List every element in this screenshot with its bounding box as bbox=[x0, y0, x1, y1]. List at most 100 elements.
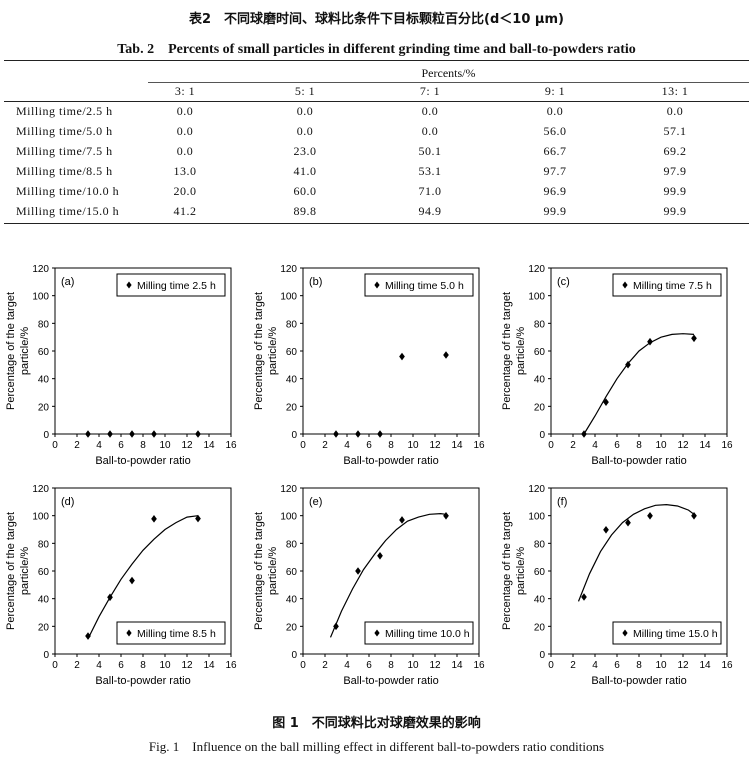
data-point bbox=[355, 430, 361, 438]
x-tick-label: 16 bbox=[225, 440, 237, 451]
x-tick-label: 10 bbox=[407, 660, 419, 671]
table-cell: 66.7 bbox=[543, 144, 567, 158]
x-tick-label: 14 bbox=[451, 660, 463, 671]
table-group-header: Percents/% bbox=[421, 66, 476, 80]
x-tick-label: 12 bbox=[677, 660, 689, 671]
table-mid-rule bbox=[4, 101, 749, 102]
x-tick-label: 12 bbox=[181, 660, 193, 671]
table-column-header: 13: 1 bbox=[661, 84, 689, 98]
y-tick-label: 0 bbox=[43, 650, 49, 661]
chart-panel: 0 20 40 60 80 100 120 0 2 4 6 8 10 12 14 16 Ball-to-powd… bbox=[253, 264, 485, 467]
y-tick-label: 80 bbox=[286, 319, 298, 330]
y-tick-label: 20 bbox=[286, 622, 298, 633]
table-cell: 0.0 bbox=[666, 104, 684, 118]
x-tick-label: 10 bbox=[407, 440, 419, 451]
y-axis-label-line2: particle/% bbox=[19, 327, 31, 376]
figure-caption-en: Fig. 1 Influence on the ball milling eff… bbox=[148, 739, 605, 754]
x-tick-label: 6 bbox=[118, 440, 124, 451]
x-tick-label: 8 bbox=[636, 660, 642, 671]
y-tick-label: 60 bbox=[534, 567, 546, 578]
y-tick-label: 0 bbox=[539, 430, 545, 441]
x-tick-label: 10 bbox=[655, 660, 667, 671]
x-tick-label: 6 bbox=[614, 440, 620, 451]
data-point bbox=[691, 334, 697, 343]
x-tick-label: 16 bbox=[473, 440, 485, 451]
x-tick-label: 0 bbox=[548, 440, 554, 451]
data-point bbox=[399, 516, 405, 524]
panel-label: (f) bbox=[557, 496, 567, 508]
x-tick-label: 6 bbox=[118, 660, 124, 671]
x-tick-label: 8 bbox=[388, 660, 394, 671]
table-cell: 96.9 bbox=[543, 184, 567, 198]
x-tick-label: 6 bbox=[614, 660, 620, 671]
x-tick-label: 12 bbox=[429, 440, 441, 451]
chart-panel: 0 20 40 60 80 100 120 0 2 4 6 8 10 12 14 16 Ball-to-powd… bbox=[501, 484, 733, 687]
y-tick-label: 80 bbox=[38, 539, 50, 550]
table-cell: 60.0 bbox=[293, 184, 317, 198]
x-tick-label: 2 bbox=[570, 440, 576, 451]
panel-label: (a) bbox=[61, 276, 74, 288]
y-tick-label: 120 bbox=[528, 264, 545, 275]
x-tick-label: 8 bbox=[140, 660, 146, 671]
y-tick-label: 120 bbox=[32, 484, 49, 495]
legend-box bbox=[612, 273, 722, 297]
x-tick-label: 4 bbox=[96, 440, 102, 451]
data-point bbox=[85, 430, 91, 438]
y-axis-label-line2: particle/% bbox=[267, 327, 279, 376]
x-tick-label: 8 bbox=[388, 440, 394, 451]
y-tick-label: 120 bbox=[280, 484, 297, 495]
panel-label: (e) bbox=[309, 496, 322, 508]
legend-label: Milling time 2.5 h bbox=[137, 280, 216, 292]
legend-label: Milling time 5.0 h bbox=[385, 280, 464, 292]
y-tick-label: 60 bbox=[534, 347, 546, 358]
y-tick-label: 80 bbox=[38, 319, 50, 330]
data-point bbox=[443, 512, 449, 520]
y-tick-label: 80 bbox=[534, 539, 546, 550]
x-tick-label: 4 bbox=[344, 440, 350, 451]
table-cell: 56.0 bbox=[543, 124, 567, 138]
y-tick-label: 100 bbox=[32, 292, 49, 303]
y-axis-label: Percentage of the target bbox=[501, 292, 513, 410]
y-axis-label: Percentage of the target bbox=[253, 292, 265, 410]
data-point bbox=[647, 512, 653, 520]
y-axis-label: Percentage of the target bbox=[5, 512, 17, 630]
y-tick-label: 20 bbox=[286, 402, 298, 413]
y-tick-label: 60 bbox=[38, 567, 50, 578]
y-tick-label: 100 bbox=[528, 512, 545, 523]
chart-panel: 0 20 40 60 80 100 120 0 2 4 6 8 10 12 14 16 Ball-to-powd… bbox=[253, 484, 485, 687]
x-tick-label: 2 bbox=[322, 440, 328, 451]
data-point bbox=[195, 430, 201, 438]
y-axis-label: Percentage of the target bbox=[253, 512, 265, 630]
x-tick-label: 10 bbox=[655, 440, 667, 451]
x-tick-label: 0 bbox=[300, 440, 306, 451]
y-tick-label: 60 bbox=[286, 347, 298, 358]
y-tick-label: 80 bbox=[534, 319, 546, 330]
legend-label: Milling time 8.5 h bbox=[137, 628, 216, 640]
x-tick-label: 8 bbox=[140, 440, 146, 451]
table-cell: 94.9 bbox=[418, 204, 442, 218]
data-point bbox=[355, 567, 361, 575]
table-cell: 0.0 bbox=[296, 104, 314, 118]
trend-line bbox=[583, 333, 695, 435]
x-tick-label: 4 bbox=[344, 660, 350, 671]
panel-label: (d) bbox=[61, 496, 74, 508]
x-tick-label: 6 bbox=[366, 660, 372, 671]
y-tick-label: 120 bbox=[32, 264, 49, 275]
table-column-header: 3: 1 bbox=[174, 84, 196, 98]
x-tick-label: 2 bbox=[322, 660, 328, 671]
data-point bbox=[399, 352, 405, 361]
y-axis-label: Percentage of the target bbox=[501, 512, 513, 630]
x-tick-label: 14 bbox=[451, 440, 463, 451]
table-cell: 57.1 bbox=[663, 124, 687, 138]
data-point bbox=[647, 337, 653, 346]
chart-panel: 0 20 40 60 80 100 120 0 2 4 6 8 10 12 14 16 Ball-to-powd… bbox=[501, 264, 733, 467]
x-tick-label: 14 bbox=[699, 660, 711, 671]
y-axis-label: Percentage of the target bbox=[5, 292, 17, 410]
table-cell: 99.9 bbox=[543, 204, 567, 218]
data-point bbox=[129, 430, 135, 438]
table-cell: 13.0 bbox=[173, 164, 197, 178]
table-cell: 0.0 bbox=[176, 124, 194, 138]
data-point bbox=[581, 593, 587, 601]
data-point bbox=[129, 576, 135, 585]
table-cell: 23.0 bbox=[293, 144, 317, 158]
